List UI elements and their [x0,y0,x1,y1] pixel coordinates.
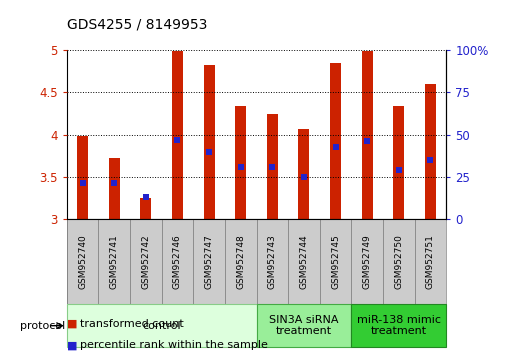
Bar [67,304,256,347]
Text: GSM952747: GSM952747 [205,235,213,289]
Bar [299,130,309,219]
Bar [351,219,383,304]
Bar [320,219,351,304]
Text: miR-138 mimic
treatment: miR-138 mimic treatment [357,315,441,337]
Bar [256,304,351,347]
Text: protocol: protocol [20,321,65,331]
Text: percentile rank within the sample: percentile rank within the sample [80,340,267,350]
Bar [235,107,246,219]
Text: ■: ■ [67,340,77,350]
Bar [77,136,88,219]
Text: GSM952743: GSM952743 [268,235,277,289]
Bar [109,158,120,219]
Bar [162,219,193,304]
Bar [172,51,183,219]
Text: GDS4255 / 8149953: GDS4255 / 8149953 [67,18,207,32]
Bar [204,65,214,219]
Text: GSM952742: GSM952742 [141,235,150,289]
Text: GSM952751: GSM952751 [426,234,435,290]
Bar [193,219,225,304]
Bar [267,114,278,219]
Bar [415,219,446,304]
Text: GSM952746: GSM952746 [173,235,182,289]
Text: GSM952749: GSM952749 [363,235,372,289]
Bar [425,84,436,219]
Bar [393,107,404,219]
Bar [383,219,415,304]
Bar [67,219,98,304]
Text: GSM952741: GSM952741 [110,235,119,289]
Text: transformed count: transformed count [80,319,183,329]
Bar [330,63,341,219]
Bar [362,51,373,219]
Text: control: control [142,321,181,331]
Bar [130,219,162,304]
Text: GSM952748: GSM952748 [236,235,245,289]
Text: GSM952740: GSM952740 [78,235,87,289]
Text: ■: ■ [67,319,77,329]
Text: SIN3A siRNA
treatment: SIN3A siRNA treatment [269,315,339,337]
Bar [256,219,288,304]
Text: GSM952750: GSM952750 [394,234,403,290]
Bar [225,219,256,304]
Bar [140,198,151,219]
Bar [288,219,320,304]
Bar [98,219,130,304]
Bar [351,304,446,347]
Text: GSM952744: GSM952744 [300,235,308,289]
Text: GSM952745: GSM952745 [331,235,340,289]
